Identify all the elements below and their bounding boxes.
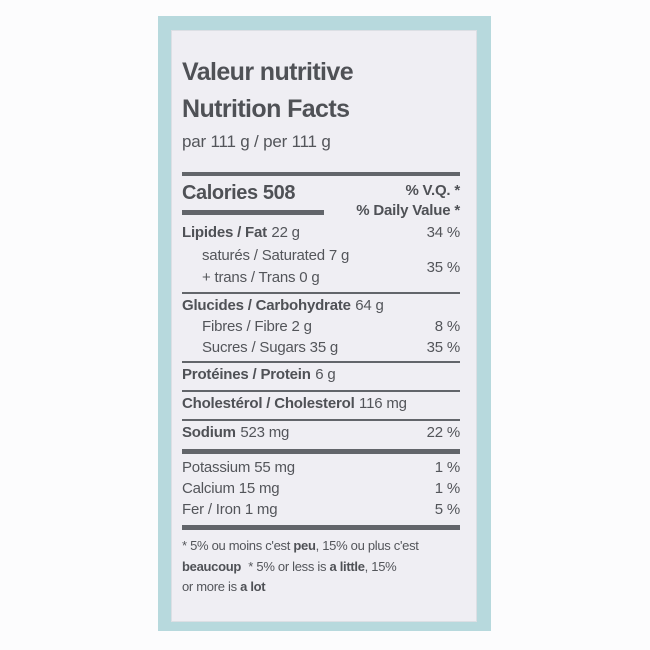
footnote: * 5% ou moins c'est peu, 15% ou plus c'e… — [182, 536, 460, 598]
nutrient-name: Sodium 523 mg — [182, 424, 290, 441]
calories-underline — [182, 210, 324, 215]
divider-thick — [182, 449, 460, 454]
nutrient-dv: 35 % — [426, 339, 461, 356]
nutrient-name: Sucres / Sugars 35 g — [202, 339, 339, 356]
calories-value: Calories 508 — [182, 182, 296, 204]
nutrient-dv: 34 % — [426, 224, 461, 241]
calories-block: Calories 508 — [182, 181, 324, 215]
footnote-line-3: or more is a lot — [182, 579, 266, 594]
nutrient-dv: 8 % — [434, 318, 460, 335]
divider-top — [182, 172, 460, 176]
footnote-line-2: beaucoup * 5% or less is a little, 15% — [182, 558, 397, 574]
nutrient-name: Cholestérol / Cholesterol 116 mg — [182, 395, 407, 412]
nutrient-row-carbohydrate: Glucides / Carbohydrate 64 g — [182, 295, 460, 316]
divider-thick — [182, 525, 460, 530]
nutrient-name: Lipides / Fat 22 g — [182, 224, 300, 241]
nutrient-name: Calcium 15 mg — [182, 480, 280, 497]
nutrient-dv: 1 % — [434, 459, 460, 476]
nutrition-label: Valeur nutritive Nutrition Facts par 111… — [158, 16, 491, 631]
nutrient-row-iron: Fer / Iron 1 mg 5 % — [182, 499, 460, 520]
trans-line: + trans / Trans 0 g — [202, 269, 320, 286]
nutrient-row-potassium: Potassium 55 mg 1 % — [182, 457, 460, 478]
nutrient-row-cholesterol: Cholestérol / Cholesterol 116 mg — [182, 393, 460, 414]
divider — [182, 390, 460, 392]
calories-row: Calories 508 % V.Q. * % Daily Value * — [182, 181, 460, 220]
nutrient-row-sugars: Sucres / Sugars 35 g 35 % — [182, 337, 460, 358]
nutrient-name: Protéines / Protein 6 g — [182, 366, 336, 383]
divider — [182, 292, 460, 294]
nutrient-row-sodium: Sodium 523 mg 22 % — [182, 422, 460, 443]
daily-value-header-fr: % V.Q. * — [405, 182, 460, 199]
title-en: Nutrition Facts — [182, 95, 350, 123]
nutrient-name: Fibres / Fibre 2 g — [202, 318, 312, 335]
nutrient-dv: 5 % — [434, 501, 460, 518]
title-fr: Valeur nutritive — [182, 58, 354, 86]
divider — [182, 361, 460, 363]
nutrient-row-fibre: Fibres / Fibre 2 g 8 % — [182, 316, 460, 337]
nutrient-row-saturated-trans: saturés / Saturated 7 g + trans / Trans … — [182, 245, 460, 289]
nutrient-name: Glucides / Carbohydrate 64 g — [182, 297, 384, 314]
nutrient-dv: 35 % — [426, 258, 461, 276]
saturated-line: saturés / Saturated 7 g — [202, 247, 350, 264]
nutrient-row-protein: Protéines / Protein 6 g — [182, 364, 460, 385]
daily-value-header: % V.Q. * % Daily Value * — [356, 181, 460, 220]
daily-value-header-en: % Daily Value * — [356, 201, 460, 219]
serving-size: par 111 g / per 111 g — [182, 132, 331, 151]
nutrient-dv: 22 % — [426, 424, 461, 441]
nutrient-row-calcium: Calcium 15 mg 1 % — [182, 478, 460, 499]
footnote-line-1: * 5% ou moins c'est peu, 15% ou plus c'e… — [182, 538, 419, 553]
label-paper: Valeur nutritive Nutrition Facts par 111… — [171, 30, 477, 622]
nutrient-name: Fer / Iron 1 mg — [182, 501, 278, 518]
nutrient-name: saturés / Saturated 7 g + trans / Trans … — [182, 245, 349, 289]
nutrient-name: Potassium 55 mg — [182, 459, 295, 476]
nutrient-row-fat: Lipides / Fat 22 g 34 % — [182, 222, 460, 243]
divider — [182, 419, 460, 421]
nutrient-dv: 1 % — [434, 480, 460, 497]
